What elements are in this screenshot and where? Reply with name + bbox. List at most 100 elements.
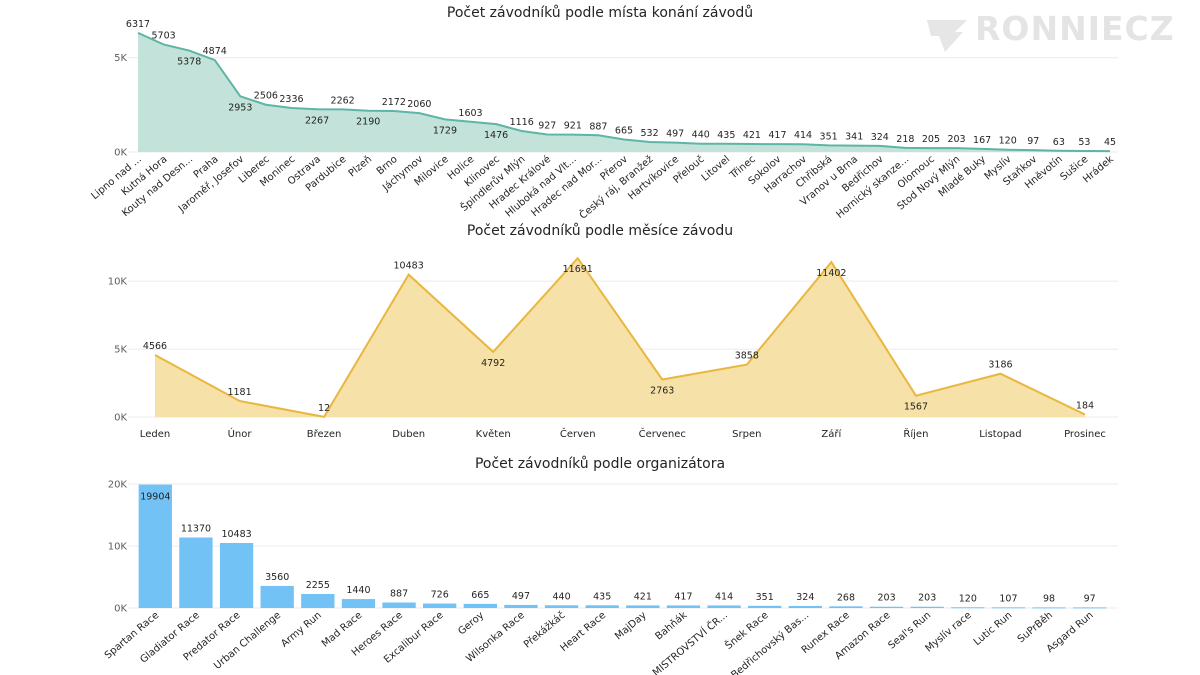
data-label: 11402 <box>816 268 846 279</box>
bar <box>869 606 904 608</box>
x-tick-label: Bahňák <box>653 609 690 642</box>
y-tick-label: 0K <box>114 604 127 615</box>
data-label: 440 <box>552 591 570 602</box>
bar <box>829 606 863 608</box>
x-tick-label: Lutic Run <box>972 610 1015 648</box>
data-label: 1181 <box>227 387 251 398</box>
bar <box>748 605 782 608</box>
data-label: 218 <box>896 134 914 145</box>
x-tick-label: Litovel <box>700 154 733 184</box>
bar <box>1073 607 1107 609</box>
series-area <box>138 32 1110 153</box>
y-tick-label: 0K <box>114 413 127 424</box>
data-label: 2255 <box>306 580 330 591</box>
data-label: 3186 <box>988 360 1012 371</box>
data-label: 435 <box>717 130 735 141</box>
data-label: 2060 <box>407 99 431 110</box>
bar <box>260 585 294 608</box>
data-label: 324 <box>871 132 889 143</box>
x-tick-label: Říjen <box>903 427 928 440</box>
data-label: 203 <box>947 134 965 145</box>
bar <box>382 602 416 608</box>
data-label: 11370 <box>181 524 211 535</box>
chart-3: Počet závodníků podle organizátora 0K 10K 2… <box>103 456 1118 675</box>
bar <box>707 605 741 608</box>
data-label: 4566 <box>143 341 167 352</box>
data-label: 2190 <box>356 117 380 128</box>
y-tick-label: 20K <box>108 480 128 491</box>
bar <box>544 605 579 608</box>
data-label: 414 <box>794 130 812 141</box>
y-tick-label: 5K <box>114 53 127 64</box>
data-label: 97 <box>1027 136 1039 147</box>
data-label: 4792 <box>481 358 505 369</box>
data-label: 184 <box>1076 401 1094 412</box>
data-label: 120 <box>999 136 1017 147</box>
chevron-logo-icon <box>927 20 967 52</box>
data-label: 417 <box>674 591 692 602</box>
logo-text: RONNIECZ <box>975 9 1175 48</box>
y-tick-label: 10K <box>108 277 128 288</box>
data-label: 2506 <box>254 91 278 102</box>
chart-title: Počet závodníků podle organizátora <box>475 456 725 472</box>
data-label: 167 <box>973 135 991 146</box>
ronniecz-logo <box>927 20 967 52</box>
data-label: 887 <box>390 589 408 600</box>
bar <box>585 605 619 608</box>
chart-title: Počet závodníků podle měsíce závodu <box>467 223 733 239</box>
data-label: 440 <box>692 130 710 141</box>
data-label: 665 <box>615 125 633 136</box>
x-tick-label: Listopad <box>979 429 1021 440</box>
data-label: 203 <box>918 593 936 604</box>
data-label: 10483 <box>221 529 251 540</box>
series-area <box>155 258 1085 417</box>
data-label: 2267 <box>305 115 329 126</box>
data-label: 203 <box>877 593 895 604</box>
x-tick-label: Prosinec <box>1064 429 1106 440</box>
x-tick-label: Plzeň <box>346 153 374 179</box>
data-label: 435 <box>593 591 611 602</box>
bar <box>423 603 457 608</box>
data-label: 2336 <box>279 94 303 105</box>
x-tick-label: Únor <box>228 427 253 440</box>
y-tick-label: 10K <box>108 542 128 553</box>
bar <box>219 543 254 608</box>
data-label: 120 <box>959 593 977 604</box>
data-label: 4874 <box>203 46 227 57</box>
x-tick-label: Červenec <box>639 427 686 440</box>
series-line <box>137 31 1111 153</box>
bar <box>788 605 822 608</box>
data-label: 324 <box>796 592 814 603</box>
data-label: 532 <box>641 128 659 139</box>
data-label: 414 <box>715 591 733 602</box>
chart-2: Počet závodníků podle měsíce závodu 0K 5K 1… <box>108 223 1118 440</box>
data-label: 351 <box>820 131 838 142</box>
data-label: 726 <box>431 589 449 600</box>
bar <box>138 484 172 608</box>
data-label: 98 <box>1043 593 1055 604</box>
bar <box>666 605 701 608</box>
data-label: 2953 <box>228 102 252 113</box>
x-tick-label: Srpen <box>732 429 761 440</box>
data-label: 19904 <box>140 492 170 503</box>
data-label: 2262 <box>331 95 355 106</box>
data-label: 63 <box>1053 137 1065 148</box>
data-label: 205 <box>922 134 940 145</box>
y-tick-label: 5K <box>114 345 127 356</box>
data-label: 1567 <box>904 402 928 413</box>
bar <box>910 606 944 608</box>
data-label: 12 <box>318 403 330 414</box>
bar <box>341 599 376 608</box>
bar <box>504 604 538 608</box>
bar <box>179 537 213 608</box>
data-label: 1603 <box>458 108 482 119</box>
data-label: 6317 <box>126 19 150 30</box>
bar <box>301 594 335 608</box>
data-label: 2172 <box>382 97 406 108</box>
x-tick-label: Září <box>821 428 842 440</box>
bar <box>1032 607 1066 609</box>
x-tick-label: MajDay <box>613 610 649 642</box>
data-label: 107 <box>999 593 1017 604</box>
data-label: 1729 <box>433 125 457 136</box>
